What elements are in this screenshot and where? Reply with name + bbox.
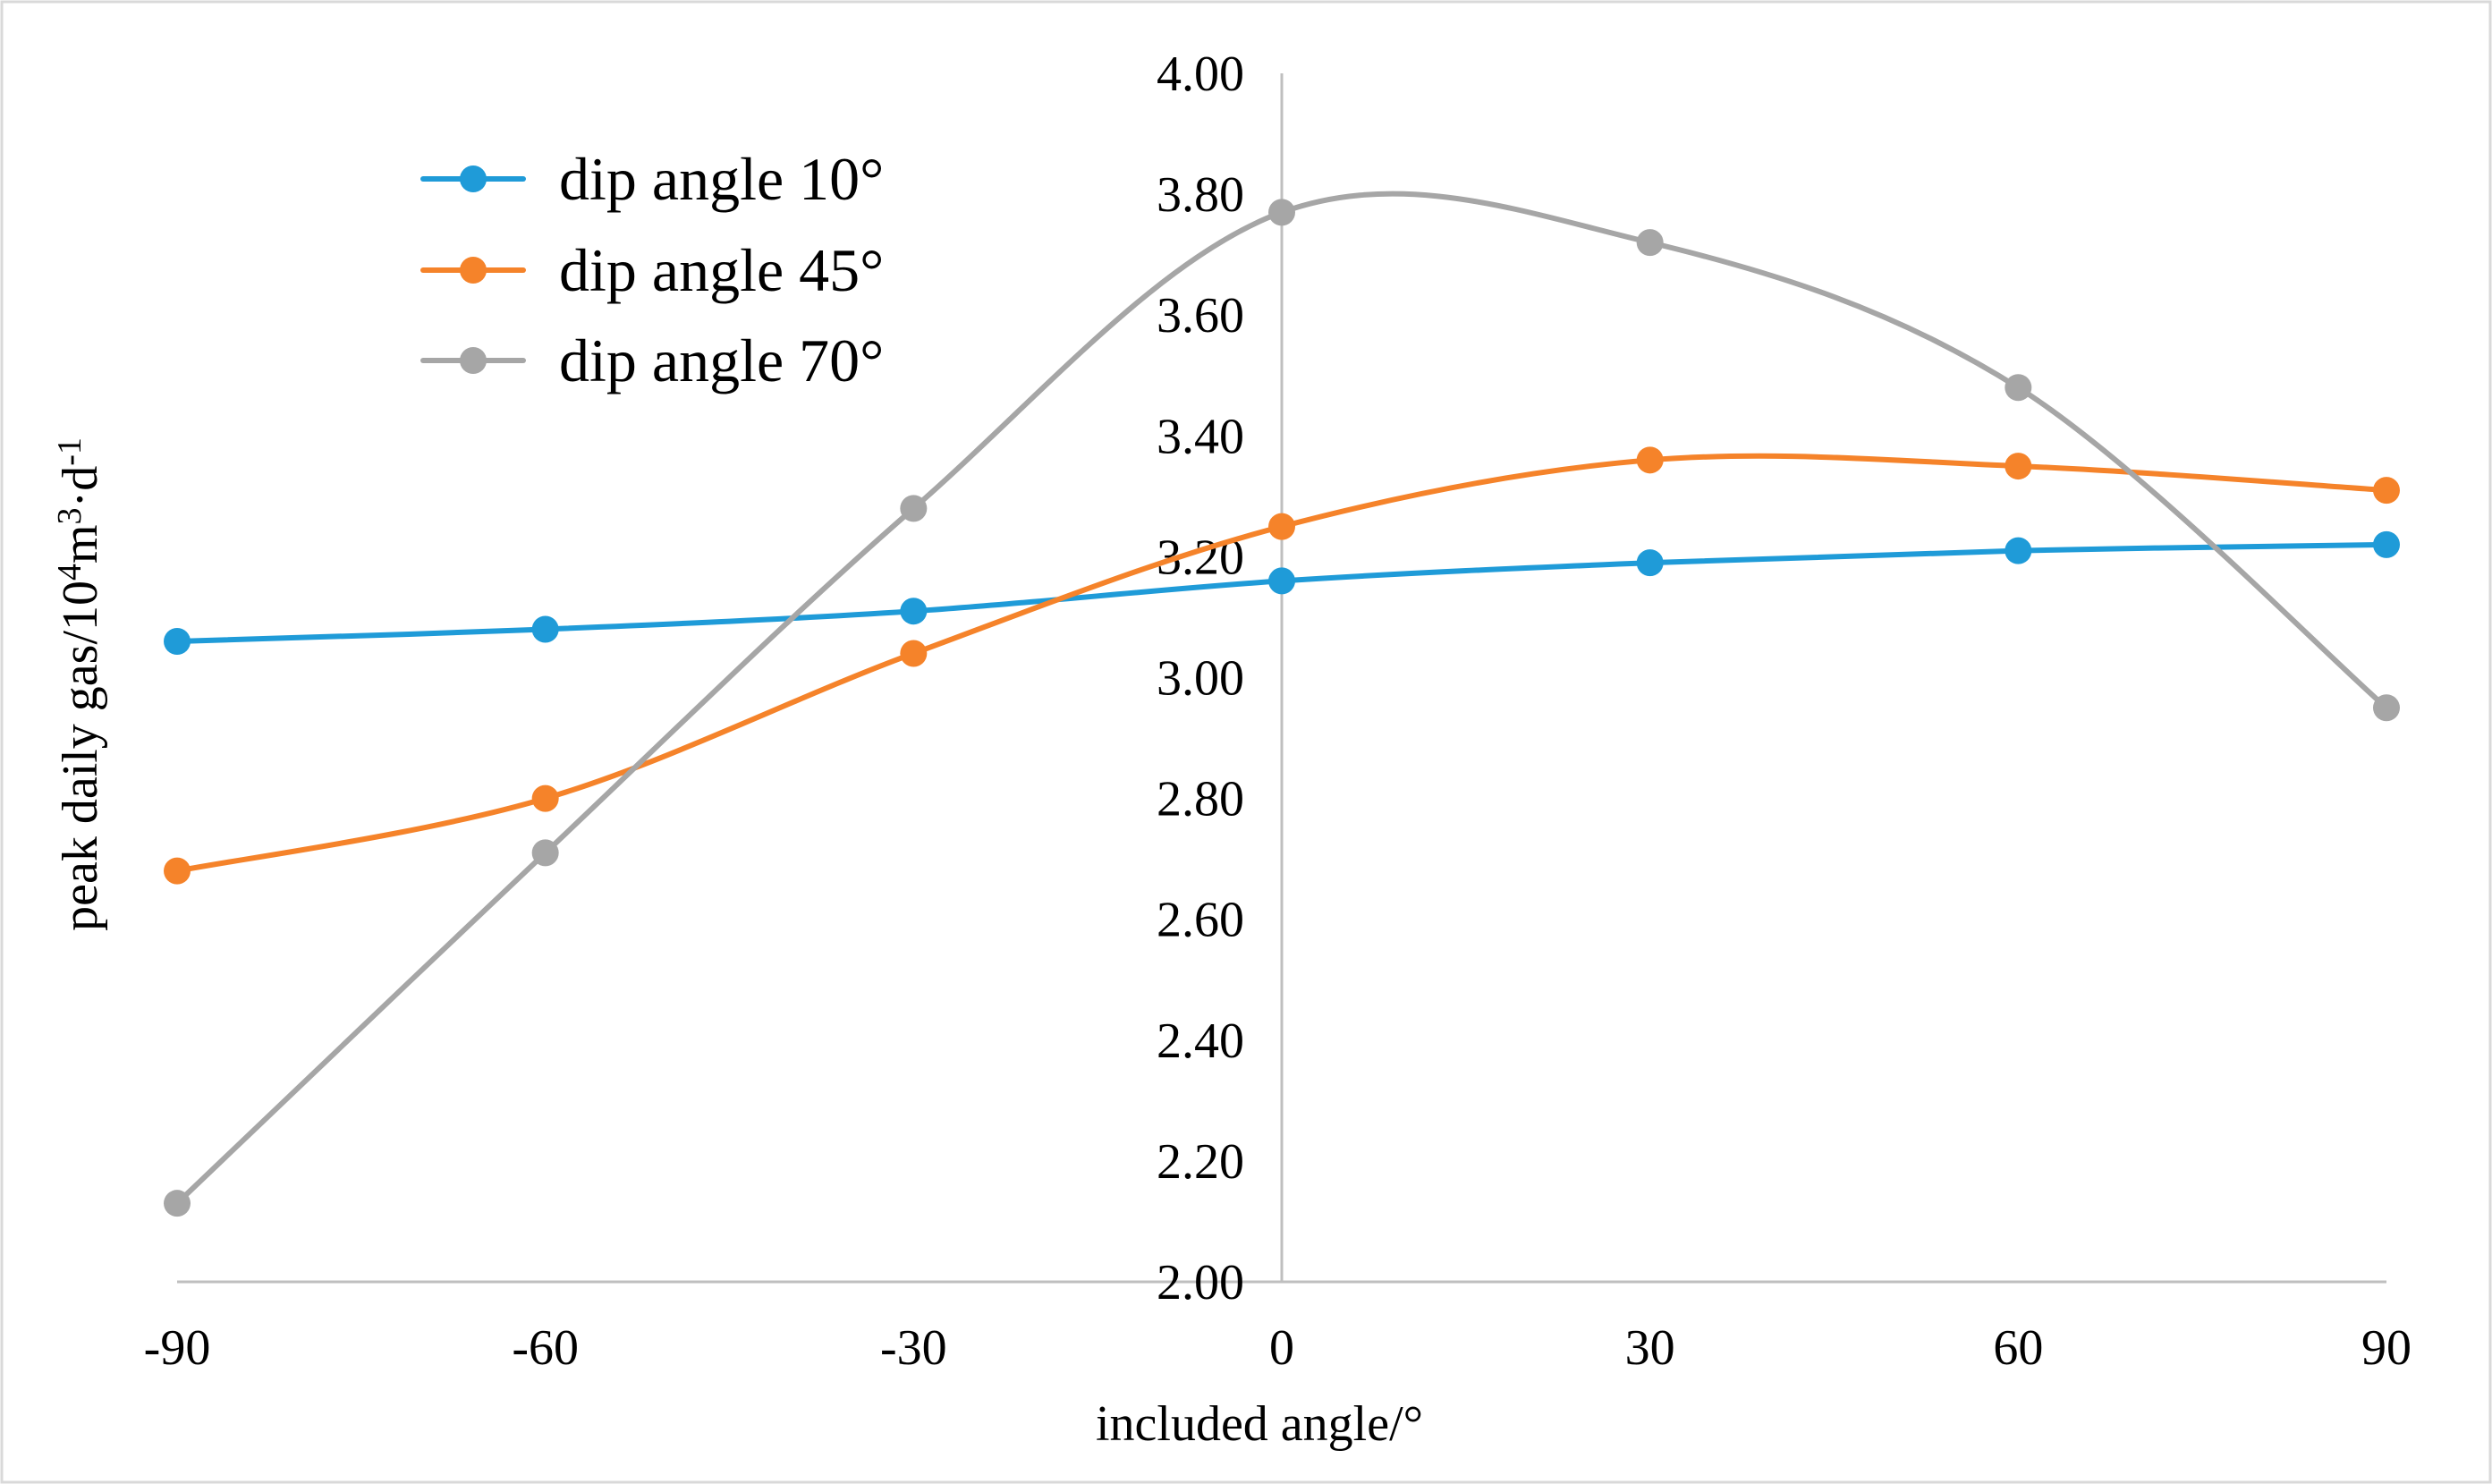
y-tick-label: 2.40 xyxy=(1157,1013,1244,1069)
x-axis-title: included angle/° xyxy=(1096,1396,1423,1452)
legend-item: dip angle 45° xyxy=(420,236,884,304)
y-axis-title-base: peak daily gas/10 xyxy=(53,581,108,931)
data-point xyxy=(164,1190,191,1217)
data-point xyxy=(1268,199,1295,226)
y-tick-label: 2.00 xyxy=(1157,1255,1244,1310)
x-tick-label: 0 xyxy=(1269,1320,1294,1376)
series-group xyxy=(164,191,2400,1217)
x-tick-labels: -90 -60 -30 0 30 60 90 xyxy=(144,1320,2411,1376)
y-tick-label: 2.80 xyxy=(1157,772,1244,827)
series-group xyxy=(164,446,2400,885)
data-point xyxy=(900,598,928,625)
legend-item: dip angle 70° xyxy=(420,326,884,394)
legend-label: dip angle 45° xyxy=(559,236,884,304)
y-tick-labels: 2.002.202.402.602.803.003.203.403.603.80… xyxy=(1157,47,1244,1310)
data-point xyxy=(900,495,928,522)
data-point xyxy=(2373,477,2400,505)
data-point xyxy=(2373,694,2400,722)
y-tick-label: 2.60 xyxy=(1157,893,1244,948)
y-axis-title-sup1: 4 xyxy=(51,564,89,581)
y-tick-label: 3.00 xyxy=(1157,651,1244,707)
y-tick-label: 3.40 xyxy=(1157,409,1244,464)
data-point xyxy=(1636,229,1664,257)
y-tick-label: 3.80 xyxy=(1157,167,1244,223)
data-point xyxy=(2005,537,2032,564)
y-tick-label: 4.00 xyxy=(1157,47,1244,102)
y-tick-label: 2.20 xyxy=(1157,1134,1244,1190)
y-axis-title: peak daily gas/104m3·d-1 xyxy=(51,437,108,931)
legend-swatch-marker xyxy=(460,165,487,192)
legend-label: dip angle 70° xyxy=(559,326,884,394)
series-layer xyxy=(164,191,2400,1217)
x-tick-label: -60 xyxy=(512,1320,579,1376)
data-point xyxy=(531,839,559,867)
legend: dip angle 10° dip angle 45° dip angle 70° xyxy=(420,145,884,394)
data-point xyxy=(2373,530,2400,558)
x-tick-label: 60 xyxy=(1993,1320,2043,1376)
legend-swatch-marker xyxy=(460,257,487,284)
data-point xyxy=(164,857,191,885)
legend-item: dip angle 10° xyxy=(420,145,884,213)
y-tick-label: 3.60 xyxy=(1157,288,1244,343)
data-point xyxy=(1636,549,1664,577)
y-axis-title-sup3: -1 xyxy=(51,437,89,466)
data-point xyxy=(2005,453,2032,480)
y-axis-title-dot: ·d xyxy=(53,466,108,508)
data-point xyxy=(900,640,928,667)
x-tick-label: 90 xyxy=(2361,1320,2411,1376)
x-tick-label: 30 xyxy=(1625,1320,1675,1376)
data-point xyxy=(531,615,559,643)
data-point xyxy=(1268,513,1295,540)
y-axis-title-sup2: 3 xyxy=(51,507,89,524)
series-group xyxy=(164,530,2400,655)
x-tick-label: -30 xyxy=(880,1320,947,1376)
data-point xyxy=(531,784,559,812)
legend-swatch-marker xyxy=(460,347,487,374)
x-tick-label: -90 xyxy=(144,1320,211,1376)
data-point xyxy=(164,627,191,655)
data-point xyxy=(1636,446,1664,474)
legend-label: dip angle 10° xyxy=(559,145,884,213)
y-axis-title-mid: m xyxy=(53,524,108,564)
data-point xyxy=(1268,567,1295,595)
data-point xyxy=(2005,374,2032,402)
